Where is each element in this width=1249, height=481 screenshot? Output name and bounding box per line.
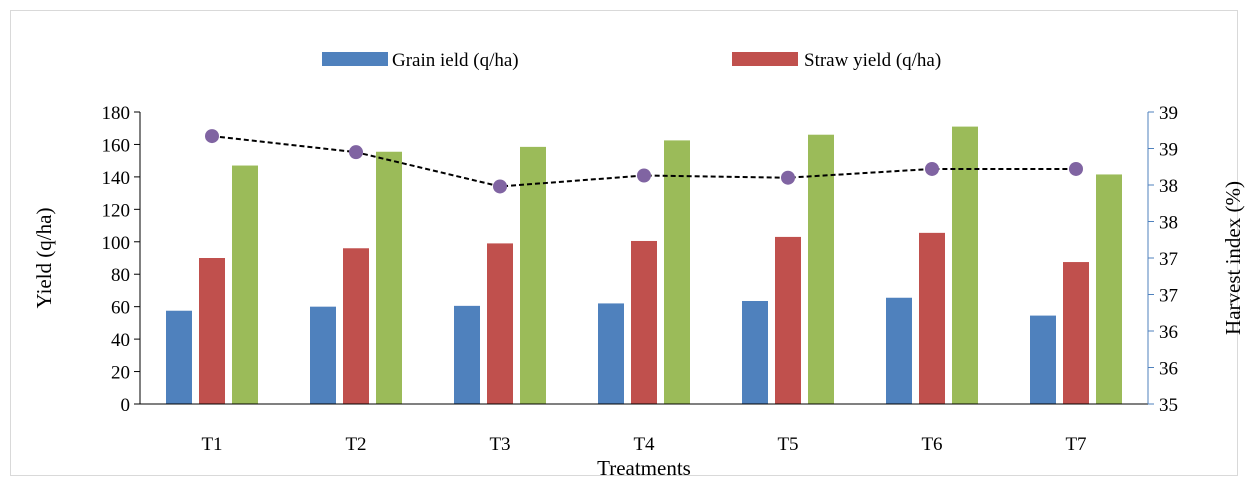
bar-t3-series-3 <box>520 146 546 404</box>
harvest-index-point-t5 <box>781 170 795 185</box>
bar-t7-series-3 <box>1096 174 1122 404</box>
y2-tick-label: 39 <box>1159 140 1178 161</box>
y2-tick-label: 37 <box>1159 286 1178 307</box>
bar-t2-series-3 <box>376 151 402 404</box>
bar-t4-series-1 <box>598 303 624 404</box>
y2-tick-label: 38 <box>1159 176 1178 197</box>
bar-t1-series-1 <box>166 310 192 404</box>
legend-label-2: Straw yield (q/ha) <box>804 50 941 71</box>
y-axis-title: Yield (q/ha) <box>32 208 56 309</box>
harvest-index-point-t7 <box>1069 161 1083 176</box>
bar-t3-series-2 <box>487 243 513 404</box>
bar-t4-series-2 <box>631 240 657 404</box>
x-tick-label-t3: T3 <box>489 434 510 455</box>
bar-t3-series-1 <box>454 305 480 404</box>
x-tick-label-t7: T7 <box>1065 434 1086 455</box>
y-tick-label: 60 <box>111 298 130 319</box>
bar-t2-series-2 <box>343 248 369 404</box>
bar-t6-series-1 <box>886 297 912 404</box>
harvest-index-point-t3 <box>493 179 507 194</box>
y2-tick-label: 35 <box>1159 395 1178 416</box>
legend-swatch-1 <box>322 52 388 66</box>
chart-frame <box>10 10 1238 476</box>
bar-t5-series-2 <box>775 236 801 404</box>
y-tick-label: 180 <box>102 103 131 124</box>
bar-t7-series-2 <box>1063 262 1089 404</box>
bar-t5-series-3 <box>808 134 834 404</box>
harvest-index-point-t4 <box>637 168 651 183</box>
bar-t1-series-2 <box>199 258 225 404</box>
bar-t6-series-2 <box>919 232 945 404</box>
bars-layer <box>166 126 1122 404</box>
y-tick-label: 20 <box>111 363 130 384</box>
legend: Grain ield (q/ha) Straw yield (q/ha) <box>322 50 941 71</box>
legend-swatch-2 <box>732 52 798 66</box>
y-tick-label: 100 <box>102 233 131 254</box>
bar-t5-series-1 <box>742 300 768 404</box>
x-axis-title: Treatments <box>597 456 691 480</box>
legend-label-1: Grain ield (q/ha) <box>392 50 519 71</box>
bar-t6-series-3 <box>952 126 978 404</box>
y2-axis-title: Harvest index (%) <box>1221 181 1245 335</box>
y2-tick-label: 36 <box>1159 359 1178 380</box>
x-tick-label-t4: T4 <box>633 434 655 455</box>
harvest-index-line-layer <box>205 129 1083 194</box>
x-tick-label-t5: T5 <box>777 434 798 455</box>
bar-t2-series-1 <box>310 306 336 404</box>
y-tick-label: 140 <box>102 168 131 189</box>
y-tick-label: 0 <box>121 395 131 416</box>
y-tick-label: 40 <box>111 330 130 351</box>
harvest-index-point-t2 <box>349 145 363 160</box>
bar-t7-series-1 <box>1030 315 1056 404</box>
y2-tick-label: 38 <box>1159 213 1178 234</box>
y2-tick-label: 37 <box>1159 249 1178 270</box>
x-tick-label-t2: T2 <box>345 434 366 455</box>
harvest-index-point-t6 <box>925 161 939 176</box>
y2-tick-label: 39 <box>1159 103 1178 124</box>
y-tick-label: 80 <box>111 265 130 286</box>
x-tick-label-t6: T6 <box>921 434 942 455</box>
bar-t1-series-3 <box>232 165 258 404</box>
y-tick-label: 160 <box>102 135 131 156</box>
harvest-index-point-t1 <box>205 129 219 144</box>
ticks-layer: 0 20 40 60 80 100 120 140 160 180 35 36 36 37 37 38 38 39… <box>102 103 1179 455</box>
bar-t4-series-3 <box>664 140 690 404</box>
y2-tick-label: 36 <box>1159 322 1178 343</box>
x-tick-label-t1: T1 <box>201 434 222 455</box>
y-tick-label: 120 <box>102 200 131 221</box>
